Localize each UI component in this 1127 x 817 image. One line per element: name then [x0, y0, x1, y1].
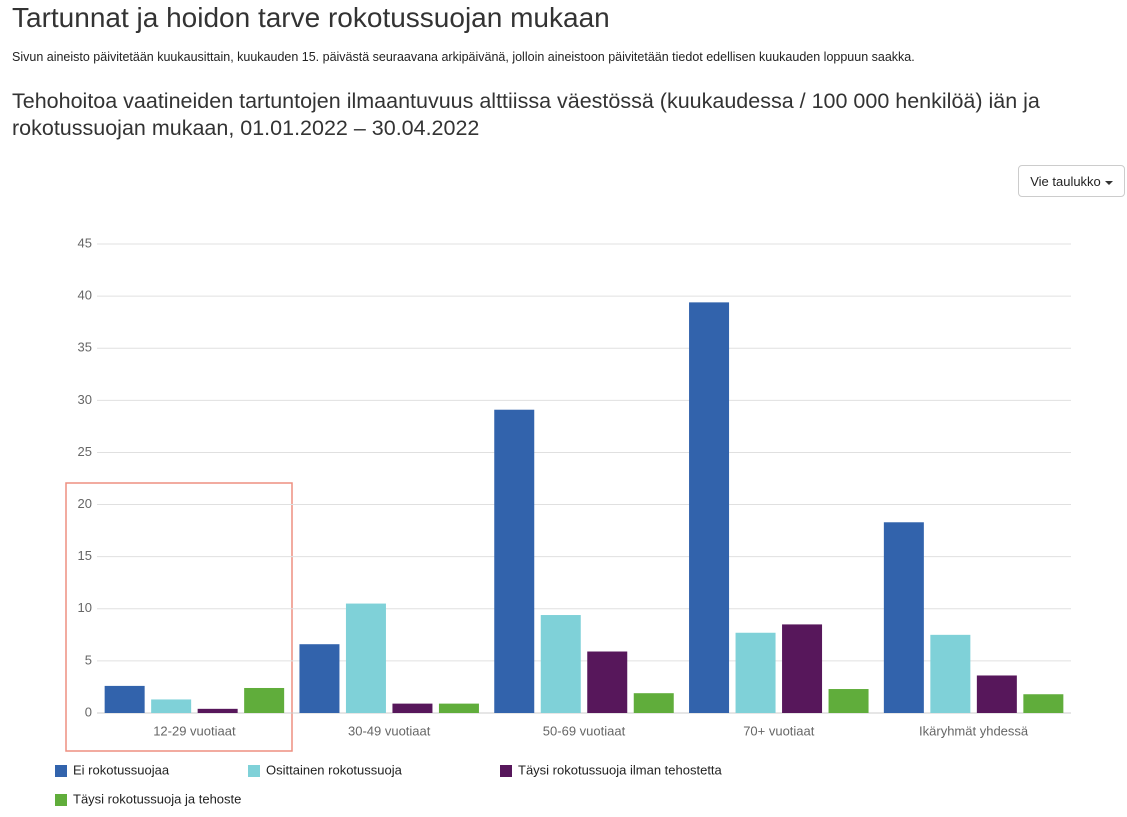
legend-swatch [500, 765, 512, 777]
bar [883, 522, 924, 713]
y-tick-label: 0 [85, 704, 92, 719]
bar [151, 699, 192, 713]
y-tick-label: 5 [85, 652, 92, 667]
bar [782, 624, 823, 713]
bar [735, 632, 776, 713]
bar [633, 693, 674, 713]
bar [828, 689, 869, 713]
x-tick-label: 50-69 vuotiaat [543, 723, 626, 738]
bar [540, 615, 581, 713]
bar [930, 634, 971, 713]
y-tick-label: 20 [78, 496, 92, 511]
bar [345, 603, 386, 713]
chart-title: Tehohoitoa vaatineiden tartuntojen ilmaa… [12, 89, 1040, 140]
y-tick-label: 30 [78, 392, 92, 407]
export-button[interactable]: Vie taulukko [1018, 165, 1125, 197]
y-tick-label: 45 [78, 235, 92, 250]
x-tick-label: 70+ vuotiaat [743, 723, 815, 738]
legend-label: Osittainen rokotussuoja [266, 762, 403, 777]
bar [197, 708, 238, 713]
legend-label: Täysi rokotussuoja ja tehoste [73, 791, 241, 806]
bar [104, 685, 145, 713]
x-tick-label: 12-29 vuotiaat [153, 723, 236, 738]
y-tick-label: 35 [78, 340, 92, 355]
y-tick-label: 25 [78, 444, 92, 459]
legend-swatch [55, 765, 67, 777]
x-tick-label: Ikäryhmät yhdessä [919, 723, 1029, 738]
legend-swatch [248, 765, 260, 777]
page-title: Tartunnat ja hoidon tarve rokotussuojan … [12, 2, 610, 33]
bar [976, 675, 1017, 713]
bar [587, 651, 628, 713]
caret [1104, 180, 1113, 185]
bar [244, 687, 285, 713]
bar [299, 644, 340, 713]
highlight-box [65, 482, 293, 752]
y-tick-label: 10 [78, 600, 92, 615]
update-note: Sivun aineisto päivitetään kuukausittain… [12, 50, 915, 64]
y-tick-label: 15 [78, 548, 92, 563]
y-tick-label: 40 [78, 288, 92, 303]
bar [1023, 694, 1064, 713]
legend-swatch [55, 794, 67, 806]
legend-label: Ei rokotussuojaa [73, 762, 170, 777]
export-button-label: Vie taulukko [1030, 174, 1101, 189]
bar [438, 703, 479, 713]
legend-label: Täysi rokotussuoja ilman tehostetta [518, 762, 723, 777]
bar [392, 703, 433, 713]
x-tick-label: 30-49 vuotiaat [348, 723, 431, 738]
bar [689, 302, 730, 713]
bar [494, 409, 535, 713]
